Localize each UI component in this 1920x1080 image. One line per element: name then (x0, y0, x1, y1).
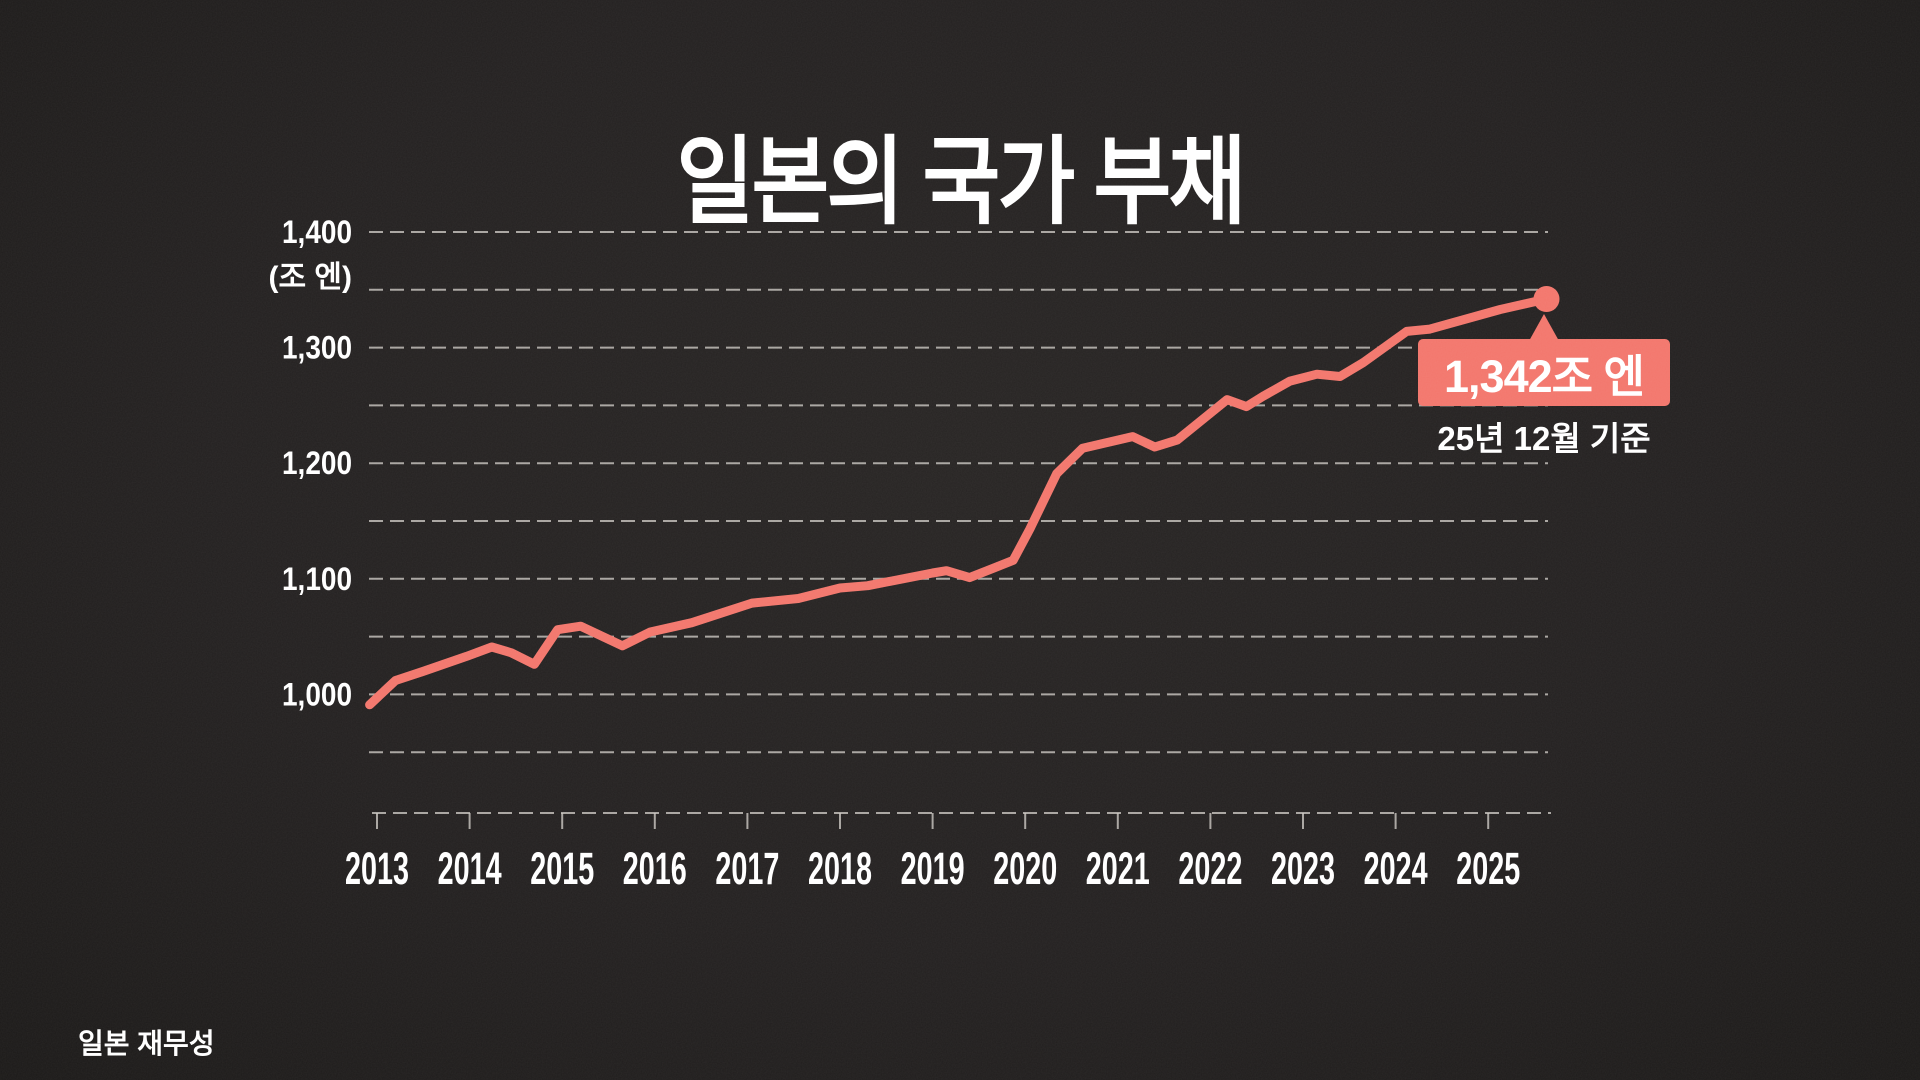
page-title: 일본의 국가 부채 (676, 129, 1246, 236)
x-tick-label-2016: 2016 (623, 843, 687, 894)
callout-date-label: 25년 12월 기준 (1437, 420, 1651, 457)
source-label: 일본 재무성 (78, 1028, 215, 1059)
y-tick-label-1000: 1,000 (282, 676, 352, 712)
debt-line-series (365, 294, 1551, 710)
x-tick-label-2020: 2020 (993, 843, 1057, 894)
y-tick-label-1100: 1,100 (282, 561, 352, 597)
x-tick-label-2021: 2021 (1086, 843, 1150, 894)
x-tick-label-2014: 2014 (438, 843, 502, 894)
x-tick-label-2024: 2024 (1364, 843, 1428, 894)
y-tick-label-1200: 1,200 (282, 445, 352, 481)
y-axis-unit-label: (조 엔) (268, 261, 352, 294)
x-tick-label-2013: 2013 (345, 843, 409, 894)
x-tick-label-2015: 2015 (530, 843, 594, 894)
latest-point-marker (1533, 286, 1560, 312)
x-tick-label-2017: 2017 (715, 843, 779, 894)
y-tick-label-1300: 1,300 (282, 330, 352, 366)
x-tick-label-2019: 2019 (901, 843, 965, 894)
x-tick-label-2025: 2025 (1456, 843, 1520, 894)
callout-pointer-triangle (1529, 314, 1559, 341)
x-tick-label-2023: 2023 (1271, 843, 1335, 894)
value-callout: 1,342조 엔 (1418, 339, 1670, 406)
x-tick-label-2022: 2022 (1178, 843, 1242, 894)
callout-value-label: 1,342조 엔 (1444, 351, 1645, 402)
x-tick-label-2018: 2018 (808, 843, 872, 894)
